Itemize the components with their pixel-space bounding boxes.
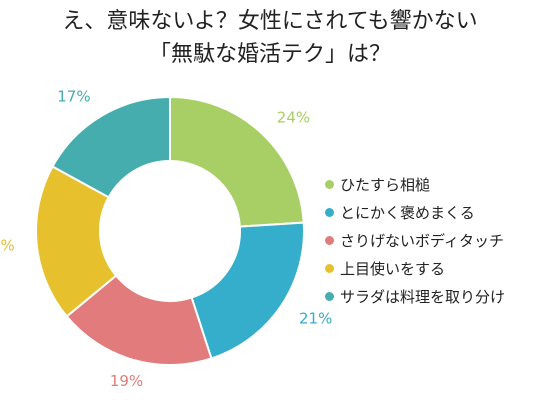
legend-label: 上目使いをする: [340, 259, 446, 278]
legend-label: とにかく褒めまくる: [340, 203, 475, 222]
legend-label: さりげないボディタッチ: [340, 231, 504, 250]
slice-3: [65, 274, 213, 366]
chart-title: え、意味ないよ？女性にされても響かない: [62, 9, 478, 34]
legend: ひたすら相槌とにかく褒めまくるさりげないボディタッチ 上目使いをするサラダは料理を…: [325, 170, 505, 310]
legend-swatch: [325, 291, 334, 301]
slice-2: [190, 221, 305, 360]
slice-5: [51, 95, 171, 199]
data-label-5: 17%: [57, 88, 90, 106]
data-label-3: 19%: [110, 372, 143, 390]
legend-item-2: とにかく褒めまくる: [325, 198, 505, 226]
data-label-2: 21%: [299, 310, 332, 328]
legend-label: サラダは料理を取り分け: [340, 287, 506, 306]
data-label-1: 24%: [277, 108, 310, 126]
legend-swatch: [325, 207, 334, 217]
legend-label: ひたすら相槌: [340, 175, 431, 194]
slice-1: [169, 95, 305, 228]
legend-swatch: [325, 235, 334, 245]
legend-item-4: 上目使いをする: [325, 254, 505, 282]
chart-subtitle: 「無駄な婚活テク」は？: [148, 42, 391, 67]
data-label-4: 19%: [0, 237, 15, 255]
legend-item-3: さりげないボディタッチ: [325, 226, 505, 254]
legend-item-5: サラダは料理を取り分け: [325, 282, 505, 310]
legend-swatch: [325, 179, 334, 189]
slice-4: [35, 165, 118, 318]
legend-swatch: [325, 263, 334, 273]
legend-item-1: ひたすら相槌: [325, 170, 505, 198]
